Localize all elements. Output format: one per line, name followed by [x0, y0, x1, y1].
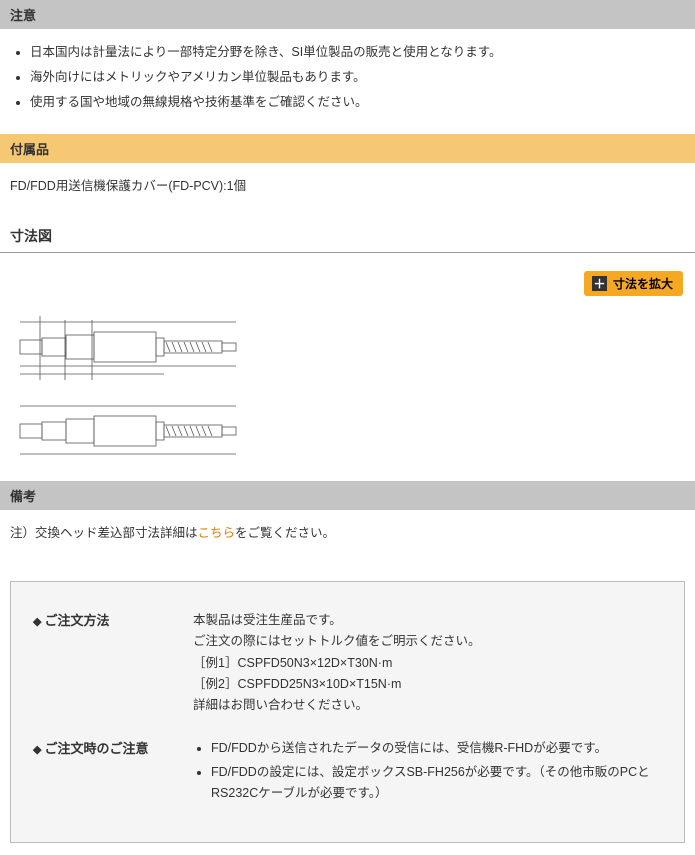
remarks-link[interactable]: こちら: [198, 526, 236, 540]
order-notice-item: FD/FDDの設定には、設定ボックスSB-FH256が必要です。（その他市販のP…: [211, 762, 662, 805]
caution-item: 使用する国や地域の無線規格や技術基準をご確認ください。: [30, 91, 685, 110]
order-notice-label: ◆ ご注文時のご注意: [33, 738, 193, 757]
dimension-diagram: [10, 308, 250, 463]
remarks-note: 注）交換ヘッド差込部寸法詳細はこちらをご覧ください。: [0, 510, 695, 569]
order-box: ◆ ご注文方法 本製品は受注生産品です。 ご注文の際にはセットトルク値をご明示く…: [10, 581, 685, 843]
order-method-line: 本製品は受注生産品です。: [193, 610, 662, 631]
order-method-line: ［例1］CSPFD50N3×12D×T30N·m: [193, 653, 662, 674]
caution-header: 注意: [0, 0, 695, 29]
order-notice-content: FD/FDDから送信されたデータの受信には、受信機R-FHDが必要です。 FD/…: [193, 738, 662, 806]
order-notice-item: FD/FDDから送信されたデータの受信には、受信機R-FHDが必要です。: [211, 738, 662, 759]
accessories-text: FD/FDD用送信機保護カバー(FD-PCV):1個: [0, 163, 695, 212]
order-method-content: 本製品は受注生産品です。 ご注文の際にはセットトルク値をご明示ください。 ［例1…: [193, 610, 662, 716]
expand-label: 寸法を拡大: [613, 275, 673, 292]
order-notice-row: ◆ ご注文時のご注意 FD/FDDから送信されたデータの受信には、受信機R-FH…: [33, 738, 662, 806]
remarks-prefix: 注）交換ヘッド差込部寸法詳細は: [10, 526, 198, 540]
caution-list: 日本国内は計量法により一部特定分野を除き、SI単位製品の販売と使用となります。 …: [0, 29, 695, 134]
order-method-label: ◆ ご注文方法: [33, 610, 193, 629]
remarks-suffix: をご覧ください。: [235, 526, 335, 540]
order-method-line: 詳細はお問い合わせください。: [193, 695, 662, 716]
expand-dimensions-button[interactable]: ＋ 寸法を拡大: [584, 271, 683, 296]
caution-item: 海外向けにはメトリックやアメリカン単位製品もあります。: [30, 66, 685, 85]
diagram-area: [0, 304, 695, 481]
expand-row: ＋ 寸法を拡大: [0, 253, 695, 304]
plus-icon: ＋: [592, 276, 607, 291]
order-method-row: ◆ ご注文方法 本製品は受注生産品です。 ご注文の際にはセットトルク値をご明示く…: [33, 610, 662, 716]
caution-item: 日本国内は計量法により一部特定分野を除き、SI単位製品の販売と使用となります。: [30, 41, 685, 60]
order-method-line: ［例2］CSPFDD25N3×10D×T15N·m: [193, 674, 662, 695]
remarks-header: 備考: [0, 481, 695, 510]
order-method-line: ご注文の際にはセットトルク値をご明示ください。: [193, 631, 662, 652]
accessories-header: 付属品: [0, 134, 695, 163]
dimensions-header: 寸法図: [0, 220, 695, 253]
